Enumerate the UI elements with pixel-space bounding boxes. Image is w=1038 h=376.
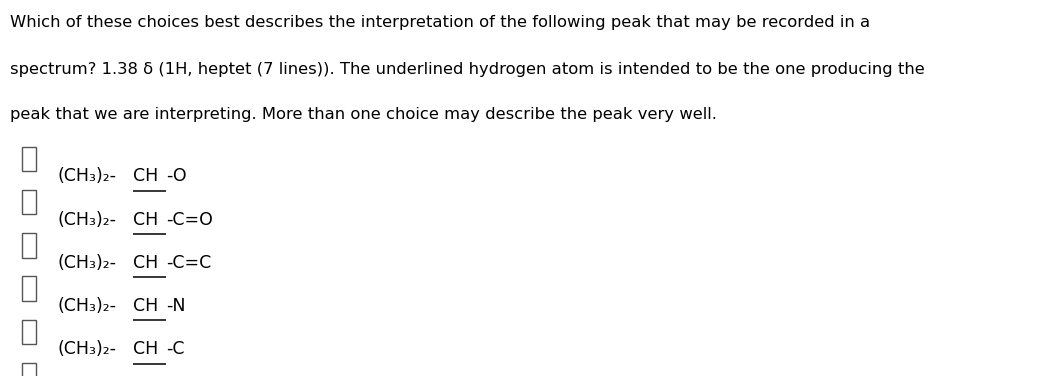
Text: CH: CH <box>133 211 159 229</box>
Text: (CH₃)₂-: (CH₃)₂- <box>57 211 116 229</box>
FancyBboxPatch shape <box>22 233 36 258</box>
FancyBboxPatch shape <box>22 276 36 301</box>
Text: CH: CH <box>133 167 159 185</box>
Text: (CH₃)₂-: (CH₃)₂- <box>57 254 116 272</box>
Text: -C: -C <box>166 340 185 358</box>
Text: (CH₃)₂-: (CH₃)₂- <box>57 167 116 185</box>
Text: CH: CH <box>133 297 159 315</box>
Text: peak that we are interpreting. More than one choice may describe the peak very w: peak that we are interpreting. More than… <box>10 107 717 122</box>
Text: spectrum? 1.38 δ (1H, heptet (7 lines)). The underlined hydrogen atom is intende: spectrum? 1.38 δ (1H, heptet (7 lines)).… <box>10 62 925 77</box>
Text: (CH₃)₂-: (CH₃)₂- <box>57 340 116 358</box>
Text: CH: CH <box>133 340 159 358</box>
Text: -C=O: -C=O <box>166 211 213 229</box>
Text: -O: -O <box>166 167 187 185</box>
Text: -C=C: -C=C <box>166 254 211 272</box>
FancyBboxPatch shape <box>22 147 36 171</box>
Text: (CH₃)₂-: (CH₃)₂- <box>57 297 116 315</box>
Text: -N: -N <box>166 297 186 315</box>
FancyBboxPatch shape <box>22 190 36 214</box>
FancyBboxPatch shape <box>22 363 36 376</box>
Text: Which of these choices best describes the interpretation of the following peak t: Which of these choices best describes th… <box>10 15 876 30</box>
Text: CH: CH <box>133 254 159 272</box>
FancyBboxPatch shape <box>22 320 36 344</box>
